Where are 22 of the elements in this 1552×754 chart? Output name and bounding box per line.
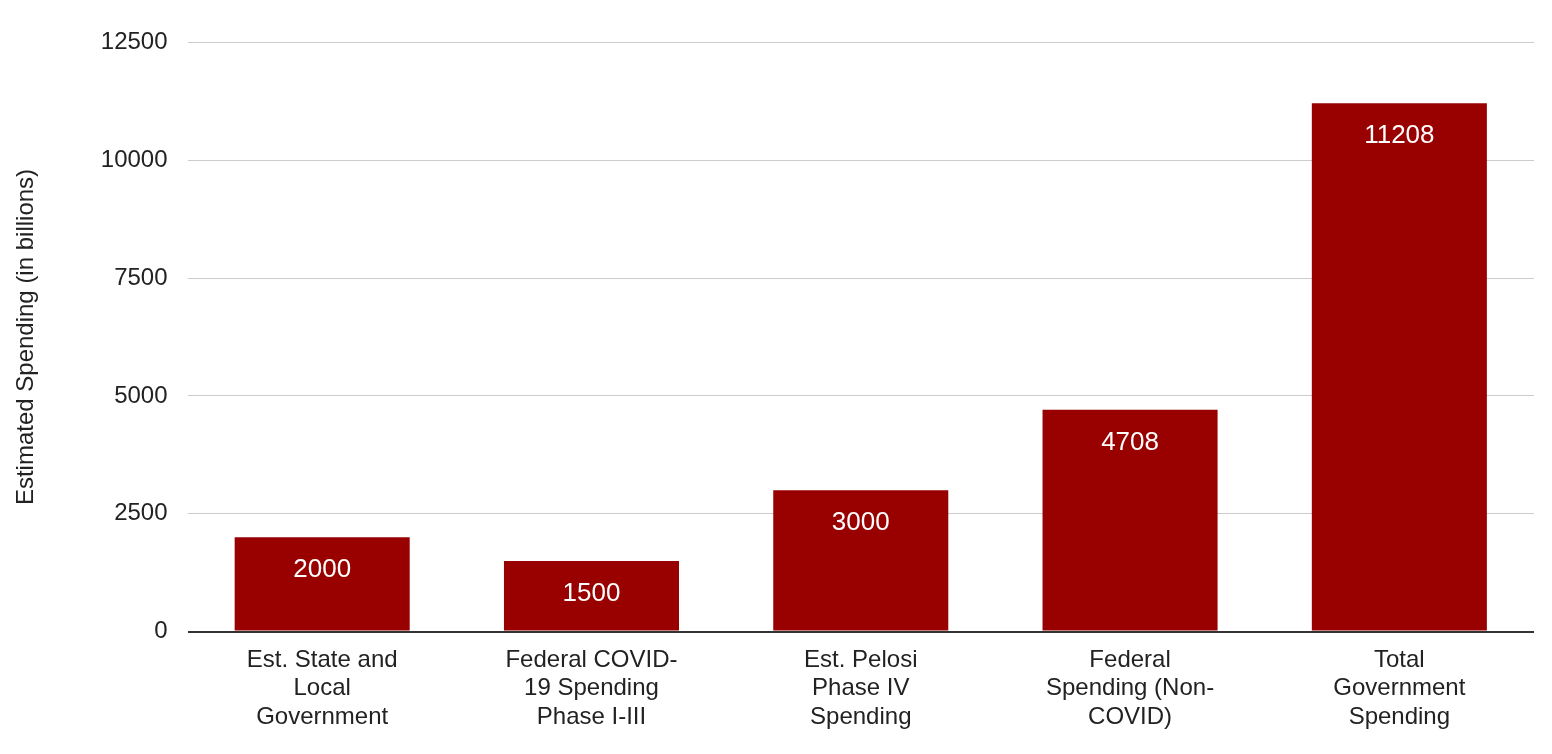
bar bbox=[773, 490, 949, 631]
x-tick-label: Total Government Spending bbox=[1333, 644, 1466, 730]
x-tick-label: Federal Spending (Non-COVID) bbox=[1046, 644, 1215, 730]
bar bbox=[1311, 103, 1487, 631]
y-axis-title: Estimated Spending (in billions) bbox=[11, 168, 39, 506]
data-label: 2000 bbox=[293, 553, 352, 584]
y-tick-label: 0 bbox=[154, 616, 168, 644]
y-tick-label: 7500 bbox=[114, 262, 168, 290]
data-label: 3000 bbox=[831, 506, 890, 537]
y-tick-label: 2500 bbox=[114, 498, 168, 526]
y-tick-label: 5000 bbox=[114, 380, 168, 408]
bar bbox=[503, 560, 679, 631]
data-label: 1500 bbox=[562, 577, 621, 608]
data-label: 4708 bbox=[1101, 425, 1159, 456]
y-tick-label: 10000 bbox=[100, 144, 168, 172]
x-tick-label: Est. State and Local Government bbox=[246, 644, 398, 730]
y-tick-label: 12500 bbox=[100, 27, 168, 55]
bar bbox=[234, 537, 410, 631]
x-tick-label: Est. Pelosi Phase IV Spending bbox=[804, 644, 918, 730]
x-tick-label: Federal COVID-19 Spending Phase I-III bbox=[505, 644, 678, 730]
bar bbox=[1042, 409, 1218, 631]
data-label: 11208 bbox=[1364, 119, 1435, 150]
